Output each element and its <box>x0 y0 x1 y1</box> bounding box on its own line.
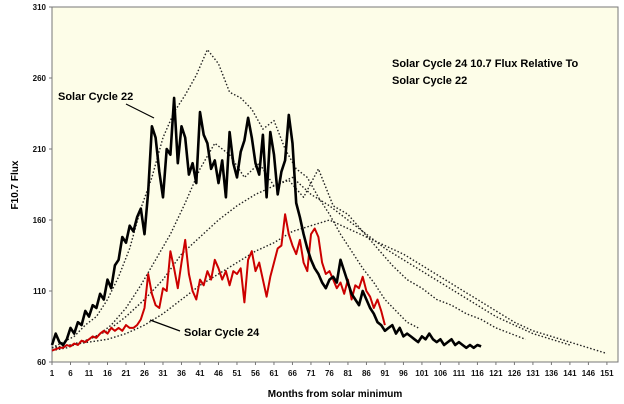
x-tick-label: 116 <box>471 369 484 378</box>
x-tick-label: 51 <box>233 369 242 378</box>
x-tick-label: 16 <box>103 369 112 378</box>
chart-title-line-2: Solar Cycle 22 <box>392 75 467 87</box>
x-tick-label: 61 <box>270 369 279 378</box>
x-tick-label: 36 <box>177 369 186 378</box>
x-tick-label: 136 <box>545 369 559 378</box>
annotation-cycle24-label: Solar Cycle 24 <box>184 327 260 339</box>
x-tick-label: 56 <box>251 369 260 378</box>
x-tick-label: 146 <box>582 369 596 378</box>
x-tick-label: 46 <box>214 369 223 378</box>
x-tick-label: 31 <box>159 369 168 378</box>
x-tick-label: 66 <box>288 369 297 378</box>
chart-title-line-1: Solar Cycle 24 10.7 Flux Relative To <box>392 58 579 70</box>
x-tick-label: 111 <box>453 369 466 378</box>
x-tick-label: 71 <box>307 369 316 378</box>
y-tick-label: 310 <box>33 3 47 12</box>
series-line-other2 <box>51 142 526 352</box>
x-tick-label: 86 <box>362 369 371 378</box>
x-tick-label: 41 <box>196 369 205 378</box>
y-tick-label: 160 <box>33 216 47 225</box>
x-tick-label: 11 <box>85 369 94 378</box>
plot-background <box>51 6 619 363</box>
annotation-cycle22-label: Solar Cycle 22 <box>58 91 133 103</box>
x-tick-label: 1 <box>50 369 55 378</box>
annotation-cycle22-leader <box>125 103 155 119</box>
series-layer <box>50 48 608 355</box>
x-tick-label: 6 <box>68 369 73 378</box>
series-line-other1 <box>51 48 419 349</box>
x-tick-label: 121 <box>489 369 503 378</box>
annotation-cycle24-leader <box>149 319 181 332</box>
y-tick-label: 60 <box>37 358 46 367</box>
series-line-other3 <box>51 176 571 349</box>
series-line-other4 <box>51 219 608 355</box>
y-axis-ticks: 60 110 160 210 260 310 <box>33 3 52 367</box>
x-tick-label: 26 <box>140 369 149 378</box>
x-tick-label: 101 <box>415 369 429 378</box>
x-tick-label: 106 <box>434 369 448 378</box>
x-tick-label: 21 <box>122 369 131 378</box>
x-tick-label: 96 <box>399 369 408 378</box>
y-tick-label: 260 <box>33 74 47 83</box>
x-tick-label: 131 <box>526 369 540 378</box>
y-tick-label: 110 <box>33 287 46 296</box>
y-tick-label: 210 <box>33 145 47 154</box>
x-tick-label: 141 <box>563 369 577 378</box>
y-axis-title: F10.7 Flux <box>10 160 21 209</box>
x-tick-label: 126 <box>508 369 522 378</box>
x-tick-label: 91 <box>380 369 389 378</box>
x-tick-label: 81 <box>343 369 352 378</box>
x-tick-label: 76 <box>325 369 334 378</box>
x-axis-title: Months from solar minimum <box>268 389 403 400</box>
series-line-cycle24 <box>51 213 386 352</box>
x-tick-label: 151 <box>600 369 614 378</box>
x-axis-ticks: 1 6 11 16 21 26 31 36 41 46 51 56 61 66 71 76 81 86 91 96 10… <box>50 362 614 378</box>
series-line-cycle22 <box>50 96 482 350</box>
